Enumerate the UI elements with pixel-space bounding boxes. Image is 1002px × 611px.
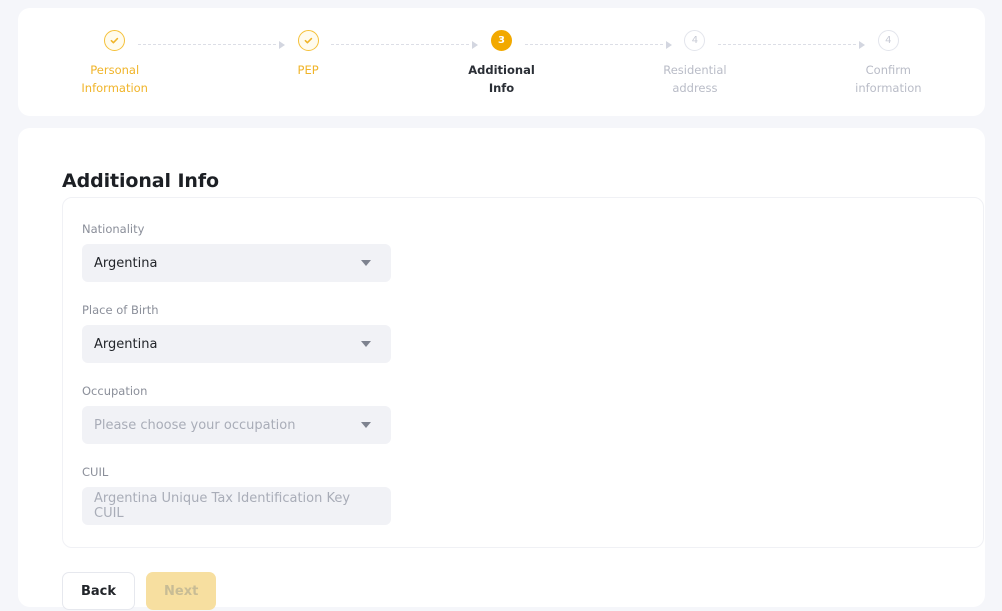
stepper-label-line1: Residential (663, 63, 727, 77)
value-occupation: Please choose your occupation (94, 417, 296, 433)
stepper-label-2: PEP (298, 61, 319, 79)
stepper-step-2[interactable]: PEP (211, 30, 479, 79)
stepper-step-5[interactable]: 4 Confirm information (792, 30, 985, 97)
stepper-label-line2: address (672, 81, 718, 95)
value-place-of-birth: Argentina (94, 336, 158, 352)
stepper-card: Personal Information PEP 3 Additional Info 4 Re… (18, 8, 985, 116)
stepper-bubble-number-5: 4 (877, 30, 899, 51)
stepper-label-5: Confirm information (855, 61, 921, 97)
stepper-number: 3 (498, 34, 505, 46)
stepper-label-4: Residential address (663, 61, 726, 97)
chevron-down-icon[interactable] (361, 260, 371, 266)
label-nationality: Nationality (82, 222, 145, 236)
chevron-down-icon[interactable] (361, 422, 371, 428)
label-place-of-birth: Place of Birth (82, 303, 159, 317)
select-place-of-birth[interactable]: Argentina (82, 325, 391, 363)
stepper-number: 4 (885, 34, 892, 46)
next-button[interactable]: Next (146, 572, 217, 610)
field-nationality: Nationality Argentina (82, 222, 983, 282)
stepper-label-1: Personal Information (81, 61, 148, 97)
field-place-of-birth: Place of Birth Argentina (82, 303, 983, 363)
stepper-label-line2: Info (488, 81, 515, 95)
value-cuil: Argentina Unique Tax Identification Key … (94, 491, 351, 521)
stepper-label-3: Additional Info (468, 61, 535, 97)
additional-info-form: Nationality Argentina Place of Birth Argent… (62, 197, 984, 548)
select-nationality[interactable]: Argentina (82, 244, 391, 282)
field-cuil: CUIL Argentina Unique Tax Identification … (82, 465, 983, 525)
label-cuil: CUIL (82, 465, 109, 479)
stepper-label-line1: Personal (90, 63, 140, 77)
progress-stepper: Personal Information PEP 3 Additional Info 4 Re… (18, 8, 985, 116)
label-occupation: Occupation (82, 384, 148, 398)
form-footer: Back Next (62, 572, 217, 610)
back-button[interactable]: Back (62, 572, 136, 610)
stepper-bubble-number-4: 4 (684, 30, 706, 51)
input-cuil[interactable]: Argentina Unique Tax Identification Key … (82, 487, 391, 525)
stepper-label-line1: Confirm (865, 63, 911, 77)
select-occupation[interactable]: Please choose your occupation (82, 406, 391, 444)
check-icon (104, 30, 126, 51)
main-card: Additional Info Nationality Argentina Plac… (18, 128, 985, 610)
chevron-down-icon[interactable] (361, 341, 371, 347)
check-icon (297, 30, 319, 51)
stepper-label-line1: PEP (297, 63, 319, 77)
stepper-step-1[interactable]: Personal Information (18, 30, 285, 97)
stepper-number: 4 (691, 34, 699, 46)
stepper-label-line2: information (855, 81, 922, 95)
stepper-label-line2: Information (81, 81, 148, 95)
stepper-label-line1: Additional (468, 63, 535, 77)
stepper-step-3[interactable]: 3 Additional Info (405, 30, 672, 97)
field-occupation: Occupation Please choose your occupation (82, 384, 983, 444)
page-title: Additional Info (62, 170, 219, 192)
value-nationality: Argentina (94, 255, 158, 271)
stepper-step-4[interactable]: 4 Residential address (598, 30, 866, 97)
stepper-bubble-number-3: 3 (491, 30, 513, 51)
